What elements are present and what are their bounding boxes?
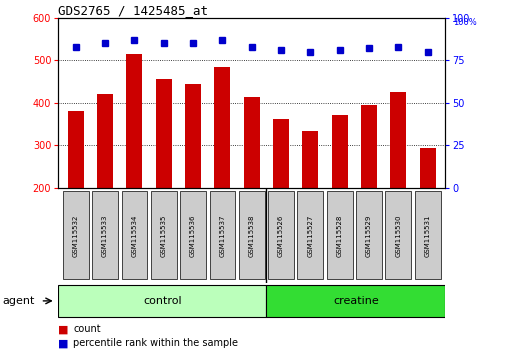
- Text: GSM115538: GSM115538: [248, 214, 254, 257]
- Text: GSM115536: GSM115536: [190, 214, 196, 257]
- Bar: [156, 79, 172, 273]
- Text: agent: agent: [3, 296, 35, 306]
- FancyBboxPatch shape: [356, 192, 381, 279]
- Bar: [243, 97, 259, 273]
- FancyBboxPatch shape: [92, 192, 118, 279]
- Text: control: control: [143, 296, 181, 306]
- Text: count: count: [73, 324, 101, 334]
- Bar: [301, 131, 318, 273]
- Bar: [214, 67, 230, 273]
- FancyBboxPatch shape: [414, 192, 440, 279]
- Text: creatine: creatine: [332, 296, 378, 306]
- FancyBboxPatch shape: [58, 285, 266, 317]
- FancyBboxPatch shape: [238, 192, 264, 279]
- FancyBboxPatch shape: [209, 192, 235, 279]
- Text: GSM115534: GSM115534: [131, 214, 137, 257]
- FancyBboxPatch shape: [121, 192, 147, 279]
- Bar: [389, 92, 406, 273]
- Bar: [97, 94, 113, 273]
- FancyBboxPatch shape: [266, 285, 444, 317]
- FancyBboxPatch shape: [385, 192, 411, 279]
- Text: GSM115533: GSM115533: [102, 214, 108, 257]
- Bar: [126, 54, 142, 273]
- Text: GSM115529: GSM115529: [365, 214, 371, 257]
- FancyBboxPatch shape: [180, 192, 206, 279]
- Bar: [331, 115, 347, 273]
- Bar: [68, 111, 84, 273]
- FancyBboxPatch shape: [326, 192, 352, 279]
- Text: GSM115528: GSM115528: [336, 214, 342, 257]
- Text: percentile rank within the sample: percentile rank within the sample: [73, 338, 238, 348]
- Bar: [360, 105, 376, 273]
- Text: GSM115527: GSM115527: [307, 214, 313, 257]
- Text: GSM115537: GSM115537: [219, 214, 225, 257]
- FancyBboxPatch shape: [268, 192, 293, 279]
- Text: 100%: 100%: [452, 18, 476, 27]
- Text: GSM115530: GSM115530: [394, 214, 400, 257]
- FancyBboxPatch shape: [297, 192, 323, 279]
- Text: ■: ■: [58, 338, 69, 348]
- Bar: [419, 148, 435, 273]
- Text: GSM115526: GSM115526: [278, 214, 283, 257]
- Text: GDS2765 / 1425485_at: GDS2765 / 1425485_at: [58, 4, 208, 17]
- Text: GSM115532: GSM115532: [73, 214, 79, 257]
- Text: GSM115531: GSM115531: [424, 214, 430, 257]
- Text: GSM115535: GSM115535: [161, 214, 167, 257]
- Text: ■: ■: [58, 324, 69, 334]
- Bar: [273, 119, 288, 273]
- FancyBboxPatch shape: [63, 192, 88, 279]
- Bar: [185, 84, 201, 273]
- FancyBboxPatch shape: [150, 192, 176, 279]
